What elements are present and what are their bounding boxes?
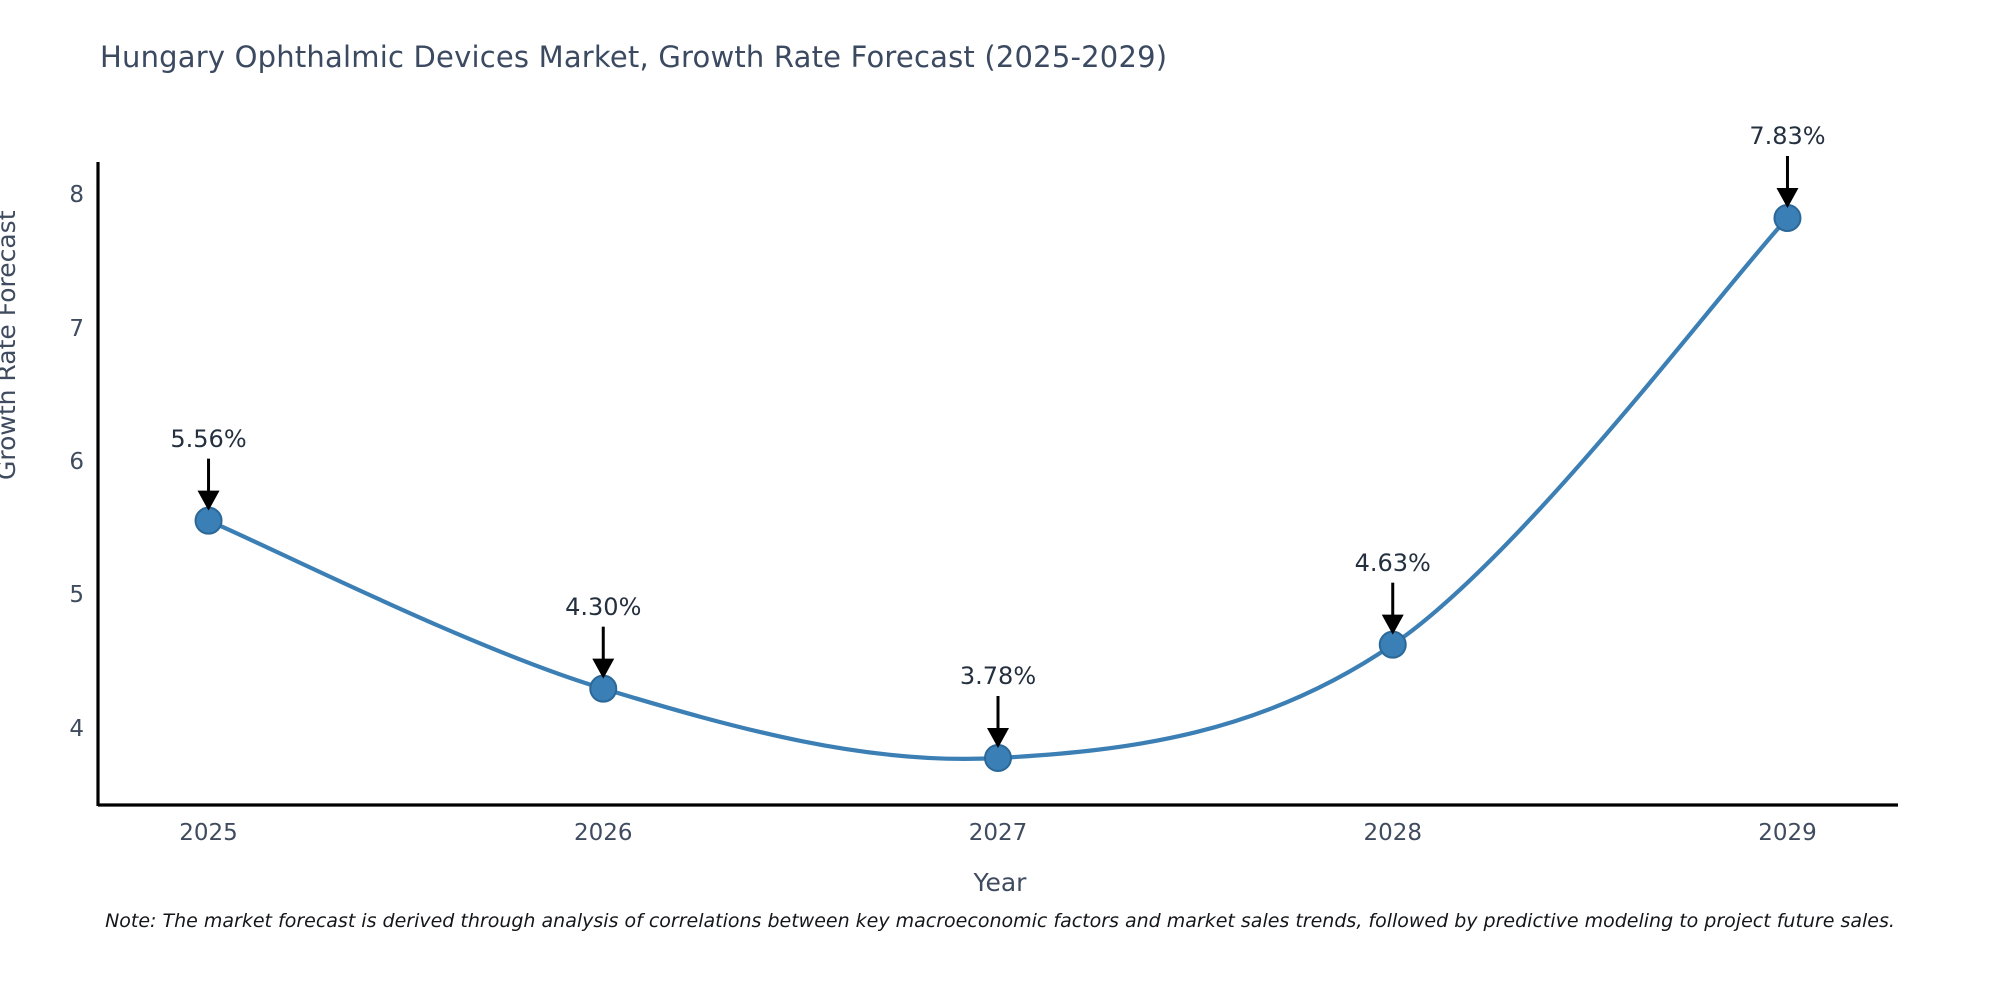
data-point-value-label: 4.30% [565,592,642,621]
data-point-marker[interactable] [1378,630,1407,659]
data-point-value-label: 5.56% [170,424,247,453]
data-point-marker[interactable] [589,674,618,703]
axis-spines [96,162,1898,807]
data-point-marker[interactable] [1773,204,1802,232]
annotation-arrow-head [592,658,615,679]
data-point-marker[interactable] [984,744,1012,772]
chart-footnote: Note: The market forecast is derived thr… [105,910,1895,932]
x-axis-tick-label: 2027 [968,820,1028,846]
y-axis-tick-label: 5 [69,582,84,609]
annotation-arrow-head [987,728,1009,748]
x-axis-label: Year [973,868,1027,897]
y-axis-tick-label: 7 [69,315,84,342]
x-axis-tick-label: 2028 [1363,820,1422,846]
annotation-arrows [197,156,1799,748]
plot-canvas [96,156,1898,807]
x-axis-tick-label: 2025 [179,820,238,846]
x-axis-tick-label: 2029 [1758,820,1817,846]
x-axis-tick-label: 2026 [573,820,633,846]
chart-title: Hungary Ophthalmic Devices Market, Growt… [100,40,1168,74]
y-axis-tick-label: 4 [69,715,84,742]
y-axis-label: Growth Rate Forecast [0,210,21,481]
forecast-line [206,215,1790,762]
y-axis-tick-label: 8 [69,182,84,209]
data-point-markers [194,204,1802,772]
annotation-arrow-head [1776,188,1799,208]
plot-area [96,156,1898,807]
data-point-value-label: 7.83% [1749,122,1826,150]
data-point-value-label: 4.63% [1354,548,1431,577]
data-point-value-label: 3.78% [959,662,1037,690]
data-point-marker[interactable] [194,506,223,535]
y-axis-tick-label: 6 [69,449,84,475]
annotation-arrow-head [197,490,220,511]
annotation-arrow-head [1381,614,1404,635]
